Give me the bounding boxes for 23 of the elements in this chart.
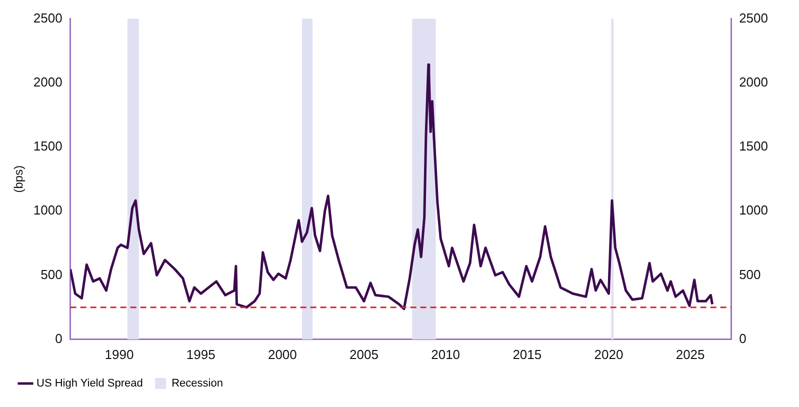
legend-label: Recession <box>172 378 223 390</box>
y2-tick-label: 1500 <box>739 138 768 154</box>
y2-tick-label: 500 <box>739 266 761 282</box>
x-tick-label: 2020 <box>594 346 624 362</box>
x-tick-label: 2010 <box>431 346 460 362</box>
y-tick-label: 1500 <box>33 138 62 154</box>
y2-tick-label: 0 <box>739 330 746 346</box>
x-tick-label: 2025 <box>676 346 705 362</box>
y-tick-label: 0 <box>55 330 62 346</box>
y-tick-label: 500 <box>40 266 62 282</box>
y2-tick-label: 1000 <box>739 202 768 218</box>
x-tick-label: 2015 <box>512 346 542 362</box>
x-tick-label: 1995 <box>186 346 216 362</box>
y-tick-label: 1000 <box>33 202 62 218</box>
y2-tick-label: 2500 <box>739 10 768 26</box>
x-tick-label: 2000 <box>268 346 297 362</box>
y-tick-label: 2500 <box>33 10 62 26</box>
x-tick-label: 2005 <box>350 346 378 362</box>
y2-tick-label: 2000 <box>739 74 768 90</box>
legend-label: US High Yield Spread <box>36 378 143 390</box>
y-tick-label: 2000 <box>33 74 62 90</box>
x-tick-label: 1990 <box>104 346 134 362</box>
y-axis-title: (bps) <box>12 165 26 193</box>
